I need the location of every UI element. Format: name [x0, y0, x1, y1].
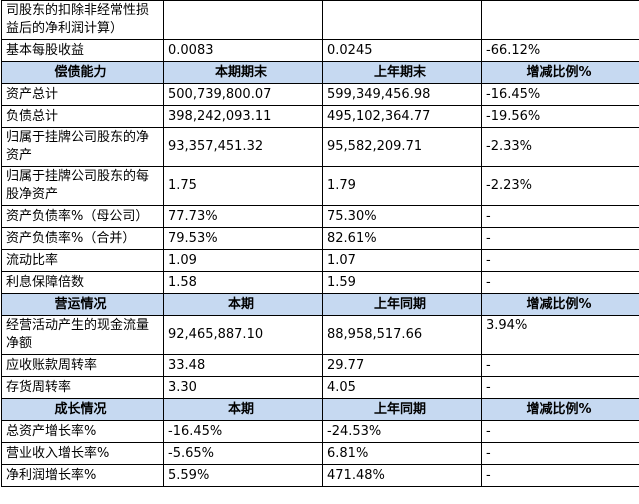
table-row: 营业收入增长率% -5.65% 6.81% -: [1, 442, 639, 465]
table-row: 司股东的扣除非经常性损益后的净利润计算）: [1, 0, 639, 40]
table-cell: -: [481, 271, 639, 294]
header-cell: 上年同期: [322, 293, 482, 316]
table-cell: -66.12%: [481, 39, 639, 62]
table-cell: [322, 0, 482, 40]
table-row: 利息保障倍数 1.58 1.59-: [1, 271, 639, 294]
table-cell: 75.30%: [322, 205, 482, 228]
table-cell: -5.65%: [163, 442, 323, 465]
header-cell: 营运情况: [1, 293, 164, 316]
table-row: 负债总计 398,242,093.11 495,102,364.77 -19.56%: [1, 105, 639, 128]
table-cell: 82.61%: [322, 227, 482, 250]
table-cell: 77.73%: [163, 205, 323, 228]
table-cell: 0.0245: [322, 39, 482, 62]
table-cell: -: [481, 227, 639, 250]
table-cell: 398,242,093.11: [163, 105, 323, 128]
header-cell: 本期期末: [163, 61, 323, 84]
table-cell: 33.48: [163, 354, 323, 377]
table-cell: 1.75: [163, 166, 323, 206]
table-cell: [163, 0, 323, 40]
table-cell: 净利润增长率%: [1, 464, 164, 487]
header-cell: 增减比例%: [481, 293, 639, 316]
header-cell: 上年同期: [322, 398, 482, 421]
table-cell: 95,582,209.71: [322, 127, 482, 167]
table-cell: 88,958,517.66: [322, 315, 482, 355]
table-cell: 79.53%: [163, 227, 323, 250]
table-cell: 资产负债率%（合并）: [1, 227, 164, 250]
table-row: 总资产增长率% -16.45% -24.53% -: [1, 420, 639, 443]
header-cell: 本期: [163, 398, 323, 421]
table-cell: 负债总计: [1, 105, 164, 128]
table-cell: 495,102,364.77: [322, 105, 482, 128]
table-cell: 6.81%: [322, 442, 482, 465]
header-cell: 成长情况: [1, 398, 164, 421]
financial-table: 司股东的扣除非经常性损益后的净利润计算） 基本每股收益 0.0083 0.0245 -6…: [1, 0, 639, 487]
table-cell: -: [481, 249, 639, 272]
table-cell: 资产总计: [1, 83, 164, 106]
table-cell: 500,739,800.07: [163, 83, 323, 106]
table-cell: 1.07: [322, 249, 482, 272]
header-row: 成长情况 本期 上年同期 增减比例%: [1, 398, 639, 421]
table-cell: 营业收入增长率%: [1, 442, 164, 465]
table-cell: 1.58: [163, 271, 323, 294]
table-cell: -: [481, 376, 639, 399]
table-cell: 流动比率: [1, 249, 164, 272]
table-row: 经营活动产生的现金流量净额 92,465,887.10 88,958,517.66 3…: [1, 315, 639, 355]
table-row: 归属于挂牌公司股东的每股净资产 1.75 1.79 -2.23%: [1, 166, 639, 206]
table-row: 资产负债率%（母公司） 77.73% 75.30% -: [1, 205, 639, 228]
table-cell: -: [481, 420, 639, 443]
table-cell: -16.45%: [163, 420, 323, 443]
header-cell: 上年期末: [322, 61, 482, 84]
table-cell: 司股东的扣除非经常性损益后的净利润计算）: [1, 0, 164, 40]
table-cell: 应收账款周转率: [1, 354, 164, 377]
table-row: 归属于挂牌公司股东的净资产 93,357,451.32 95,582,209.71-…: [1, 127, 639, 167]
header-row: 营运情况 本期 上年同期 增减比例%: [1, 293, 639, 316]
table-cell: -: [481, 354, 639, 377]
table-cell: 资产负债率%（母公司）: [1, 205, 164, 228]
table-cell: [481, 0, 639, 40]
table-cell: 归属于挂牌公司股东的净资产: [1, 127, 164, 167]
table-cell: 92,465,887.10: [163, 315, 323, 355]
table-cell: 总资产增长率%: [1, 420, 164, 443]
table-row: 净利润增长率% 5.59% 471.48% -: [1, 464, 639, 487]
table-cell: 存货周转率: [1, 376, 164, 399]
table-cell: 0.0083: [163, 39, 323, 62]
header-cell: 增减比例%: [481, 398, 639, 421]
table-row: 流动比率 1.09 1.07-: [1, 249, 639, 272]
header-cell: 偿债能力: [1, 61, 164, 84]
table-cell: -24.53%: [322, 420, 482, 443]
table-cell: 599,349,456.98: [322, 83, 482, 106]
table-row: 基本每股收益 0.0083 0.0245 -66.12%: [1, 39, 639, 62]
table-cell: 基本每股收益: [1, 39, 164, 62]
table-cell: -: [481, 464, 639, 487]
header-row: 偿债能力 本期期末 上年期末 增减比例%: [1, 61, 639, 84]
table-cell: -: [481, 205, 639, 228]
table-cell: 经营活动产生的现金流量净额: [1, 315, 164, 355]
table-cell: -2.23%: [481, 166, 639, 206]
table-row: 存货周转率 3.30 4.05-: [1, 376, 639, 399]
table-row: 应收账款周转率 33.48 29.77-: [1, 354, 639, 377]
table-cell: 1.59: [322, 271, 482, 294]
table-row: 资产总计 500,739,800.07 599,349,456.98 -16.45%: [1, 83, 639, 106]
table-cell: 93,357,451.32: [163, 127, 323, 167]
table-cell: 归属于挂牌公司股东的每股净资产: [1, 166, 164, 206]
table-cell: 4.05: [322, 376, 482, 399]
header-cell: 增减比例%: [481, 61, 639, 84]
table-cell: -16.45%: [481, 83, 639, 106]
header-cell: 本期: [163, 293, 323, 316]
table-cell: 471.48%: [322, 464, 482, 487]
table-cell: 利息保障倍数: [1, 271, 164, 294]
table-cell: 3.94%: [481, 315, 639, 355]
table-cell: 5.59%: [163, 464, 323, 487]
table-cell: -19.56%: [481, 105, 639, 128]
table-cell: 1.79: [322, 166, 482, 206]
table-cell: 1.09: [163, 249, 323, 272]
table-cell: 3.30: [163, 376, 323, 399]
table-cell: 29.77: [322, 354, 482, 377]
table-cell: -2.33%: [481, 127, 639, 167]
table-row: 资产负债率%（合并） 79.53% 82.61% -: [1, 227, 639, 250]
table-cell: -: [481, 442, 639, 465]
